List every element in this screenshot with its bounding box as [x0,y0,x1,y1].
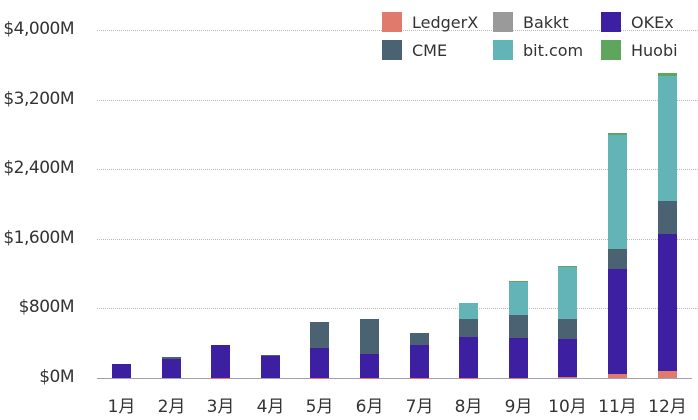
bar-segment-cme[interactable] [558,319,577,340]
bar-segment-ledgerx[interactable] [658,371,677,378]
x-tick-label: 5月 [305,397,334,417]
bar-11[interactable] [608,0,627,378]
bar-segment-bit-com[interactable] [459,302,478,319]
legend-label: bit.com [523,40,584,60]
y-tick-label: $1,600M [3,227,74,248]
x-tick-label: 6月 [355,397,384,417]
y-tick-label: $4,000M [3,19,74,39]
x-tick-label: 12月 [648,397,687,417]
bar-segment-ledgerx[interactable] [558,377,577,379]
bar-segment-ledgerx[interactable] [410,377,429,379]
legend-label: OKEx [631,12,674,32]
bar-segment-huobi[interactable] [608,132,627,135]
x-tick-label: 1月 [107,397,136,417]
legend-label: LedgerX [412,12,479,32]
legend-item-ledgerx[interactable]: LedgerX [382,12,478,32]
bar-5[interactable] [310,0,329,379]
bar-segment-okex[interactable] [261,355,280,378]
legend-label: Huobi [631,40,678,60]
bar-segment-ledgerx[interactable] [509,377,528,379]
bar-segment-okex[interactable] [509,338,528,378]
gridline [97,169,698,170]
legend-item-okex[interactable]: OKEx [601,12,674,32]
bar-segment-okex[interactable] [360,353,379,378]
y-tick-label: $2,400M [3,158,74,179]
bar-1[interactable] [112,0,131,378]
legend-item-cme[interactable]: CME [382,40,447,60]
bar-segment-bit-com[interactable] [658,75,677,201]
bar-segment-cme[interactable] [509,315,528,339]
bar-segment-huobi[interactable] [509,280,528,282]
bar-8[interactable] [459,0,478,379]
x-tick-label: 11月 [598,397,637,417]
bar-segment-okex[interactable] [558,339,577,378]
bar-segment-cme[interactable] [410,333,429,346]
legend-swatch-icon [382,40,402,60]
gridline [97,100,698,101]
x-tick-label: 9月 [504,397,533,417]
bar-9[interactable] [509,0,528,379]
bar-3[interactable] [211,0,230,379]
bar-segment-ledgerx[interactable] [310,377,329,379]
bar-segment-okex[interactable] [211,345,230,378]
legend-item-bit-com[interactable]: bit.com [493,40,583,60]
bar-2[interactable] [162,0,181,378]
bar-segment-cme[interactable] [162,356,181,359]
legend-label: Bakkt [523,12,569,32]
gridline [97,308,698,309]
bar-segment-ledgerx[interactable] [211,377,230,379]
x-tick-label: 2月 [157,397,186,417]
bar-6[interactable] [360,0,379,379]
bar-segment-okex[interactable] [658,234,677,372]
legend-swatch-icon [601,12,621,32]
y-tick-label: $0M [39,367,74,387]
bar-segment-ledgerx[interactable] [459,377,478,379]
bar-segment-huobi[interactable] [558,265,577,268]
bar-segment-ledgerx[interactable] [608,374,627,378]
x-tick-label: 8月 [454,397,483,417]
bar-segment-okex[interactable] [459,336,478,378]
bar-segment-huobi[interactable] [658,72,677,76]
bar-segment-cme[interactable] [360,318,379,354]
bar-segment-okex[interactable] [410,345,429,378]
bar-segment-okex[interactable] [162,358,181,378]
y-tick-label: $800M [18,297,75,318]
x-axis-line [97,378,692,379]
bar-12[interactable] [658,0,677,378]
legend-item-bakkt[interactable]: Bakkt [493,12,569,32]
bar-segment-okex[interactable] [310,347,329,378]
legend-swatch-icon [382,12,402,32]
gridline [97,239,698,240]
bar-segment-ledgerx[interactable] [360,377,379,379]
bar-segment-cme[interactable] [261,355,280,357]
bar-4[interactable] [261,0,280,378]
bar-10[interactable] [558,0,577,379]
bar-7[interactable] [410,0,429,379]
bar-segment-cme[interactable] [658,200,677,234]
x-tick-label: 3月 [206,397,235,417]
bar-segment-cme[interactable] [459,318,478,337]
y-tick-label: $3,200M [3,88,74,109]
x-tick-label: 7月 [405,397,434,417]
bar-segment-bit-com[interactable] [509,281,528,316]
bar-segment-bit-com[interactable] [608,134,627,249]
x-tick-label: 10月 [548,397,587,417]
legend-swatch-icon [601,40,621,60]
legend-label: CME [412,40,448,60]
bar-segment-okex[interactable] [608,268,627,375]
legend-swatch-icon [493,40,513,60]
bar-segment-cme[interactable] [608,248,627,269]
legend-swatch-icon [493,12,513,32]
x-tick-label: 4月 [256,397,285,417]
bar-segment-bit-com[interactable] [558,267,577,320]
bar-segment-okex[interactable] [112,364,131,378]
bar-segment-cme[interactable] [310,322,329,348]
legend-item-huobi[interactable]: Huobi [601,40,678,60]
